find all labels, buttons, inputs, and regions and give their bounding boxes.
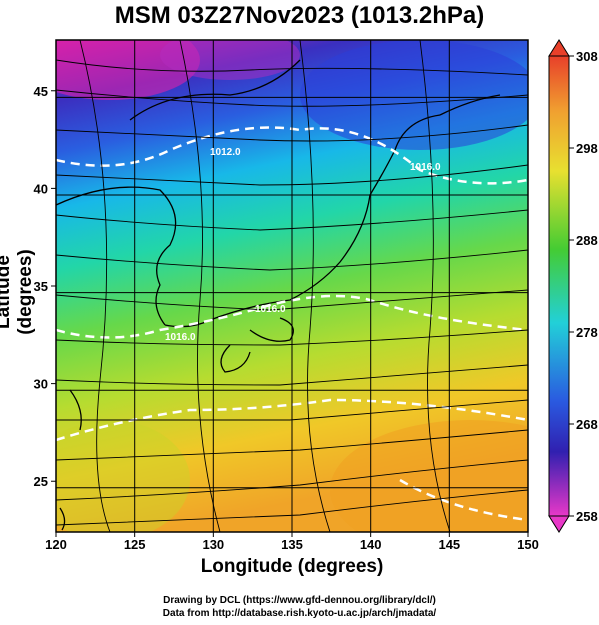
contour-label: 1016.0 (410, 162, 441, 173)
map-plot-area: 1012.0 1016.0 1016.0 1016.0 (56, 40, 528, 532)
y-tick-label: 30 (34, 377, 48, 392)
contour-label: 1012.0 (210, 147, 241, 158)
x-tick-label: 120 (45, 537, 67, 552)
y-tick-label: 40 (34, 181, 48, 196)
x-tick-label: 145 (438, 537, 460, 552)
colorbar: 308 298 288 278 268 258 (548, 39, 598, 533)
colorbar-tick-label: 258 (576, 509, 598, 524)
y-tick-label: 25 (34, 474, 48, 489)
colorbar-bar (548, 55, 570, 517)
colorbar-tick-label: 268 (576, 417, 598, 432)
contour-label: 1016.0 (255, 304, 286, 315)
map-grid (56, 40, 528, 532)
coastlines (56, 59, 501, 531)
x-axis: 120 125 130 135 140 145 150 (45, 532, 539, 552)
contour-label: 1016.0 (165, 332, 196, 343)
y-axis: 25 30 35 40 45 (34, 84, 56, 489)
contour-labels: 1012.0 1016.0 1016.0 1016.0 (165, 147, 441, 343)
x-tick-label: 140 (360, 537, 382, 552)
colorbar-tick-label: 278 (576, 325, 598, 340)
wind-streamlines (56, 40, 528, 532)
credits: Drawing by DCL (https://www.gfd-dennou.o… (0, 594, 599, 620)
x-tick-label: 130 (202, 537, 224, 552)
x-tick-label: 135 (281, 537, 303, 552)
colorbar-tick-label: 288 (576, 233, 598, 248)
colorbar-max-arrow (548, 39, 570, 57)
credit-line-data: Data from http://database.rish.kyoto-u.a… (162, 608, 437, 619)
pressure-contours (56, 126, 528, 522)
x-axis-label: Longitude (degrees) (200, 556, 384, 577)
credit-line-drawing: Drawing by DCL (https://www.gfd-dennou.o… (163, 595, 436, 606)
figure-title: MSM 03Z27Nov2023 (1013.2hPa) (114, 2, 485, 29)
y-tick-label: 45 (34, 84, 48, 99)
colorbar-tick-label: 308 (576, 49, 598, 64)
y-tick-label: 35 (34, 279, 48, 294)
x-tick-label: 125 (124, 537, 146, 552)
x-tick-label: 150 (517, 537, 539, 552)
colorbar-tick-label: 298 (576, 141, 598, 156)
colorbar-ticks: 308 298 288 278 268 258 (569, 49, 598, 524)
colorbar-min-arrow (548, 515, 570, 533)
